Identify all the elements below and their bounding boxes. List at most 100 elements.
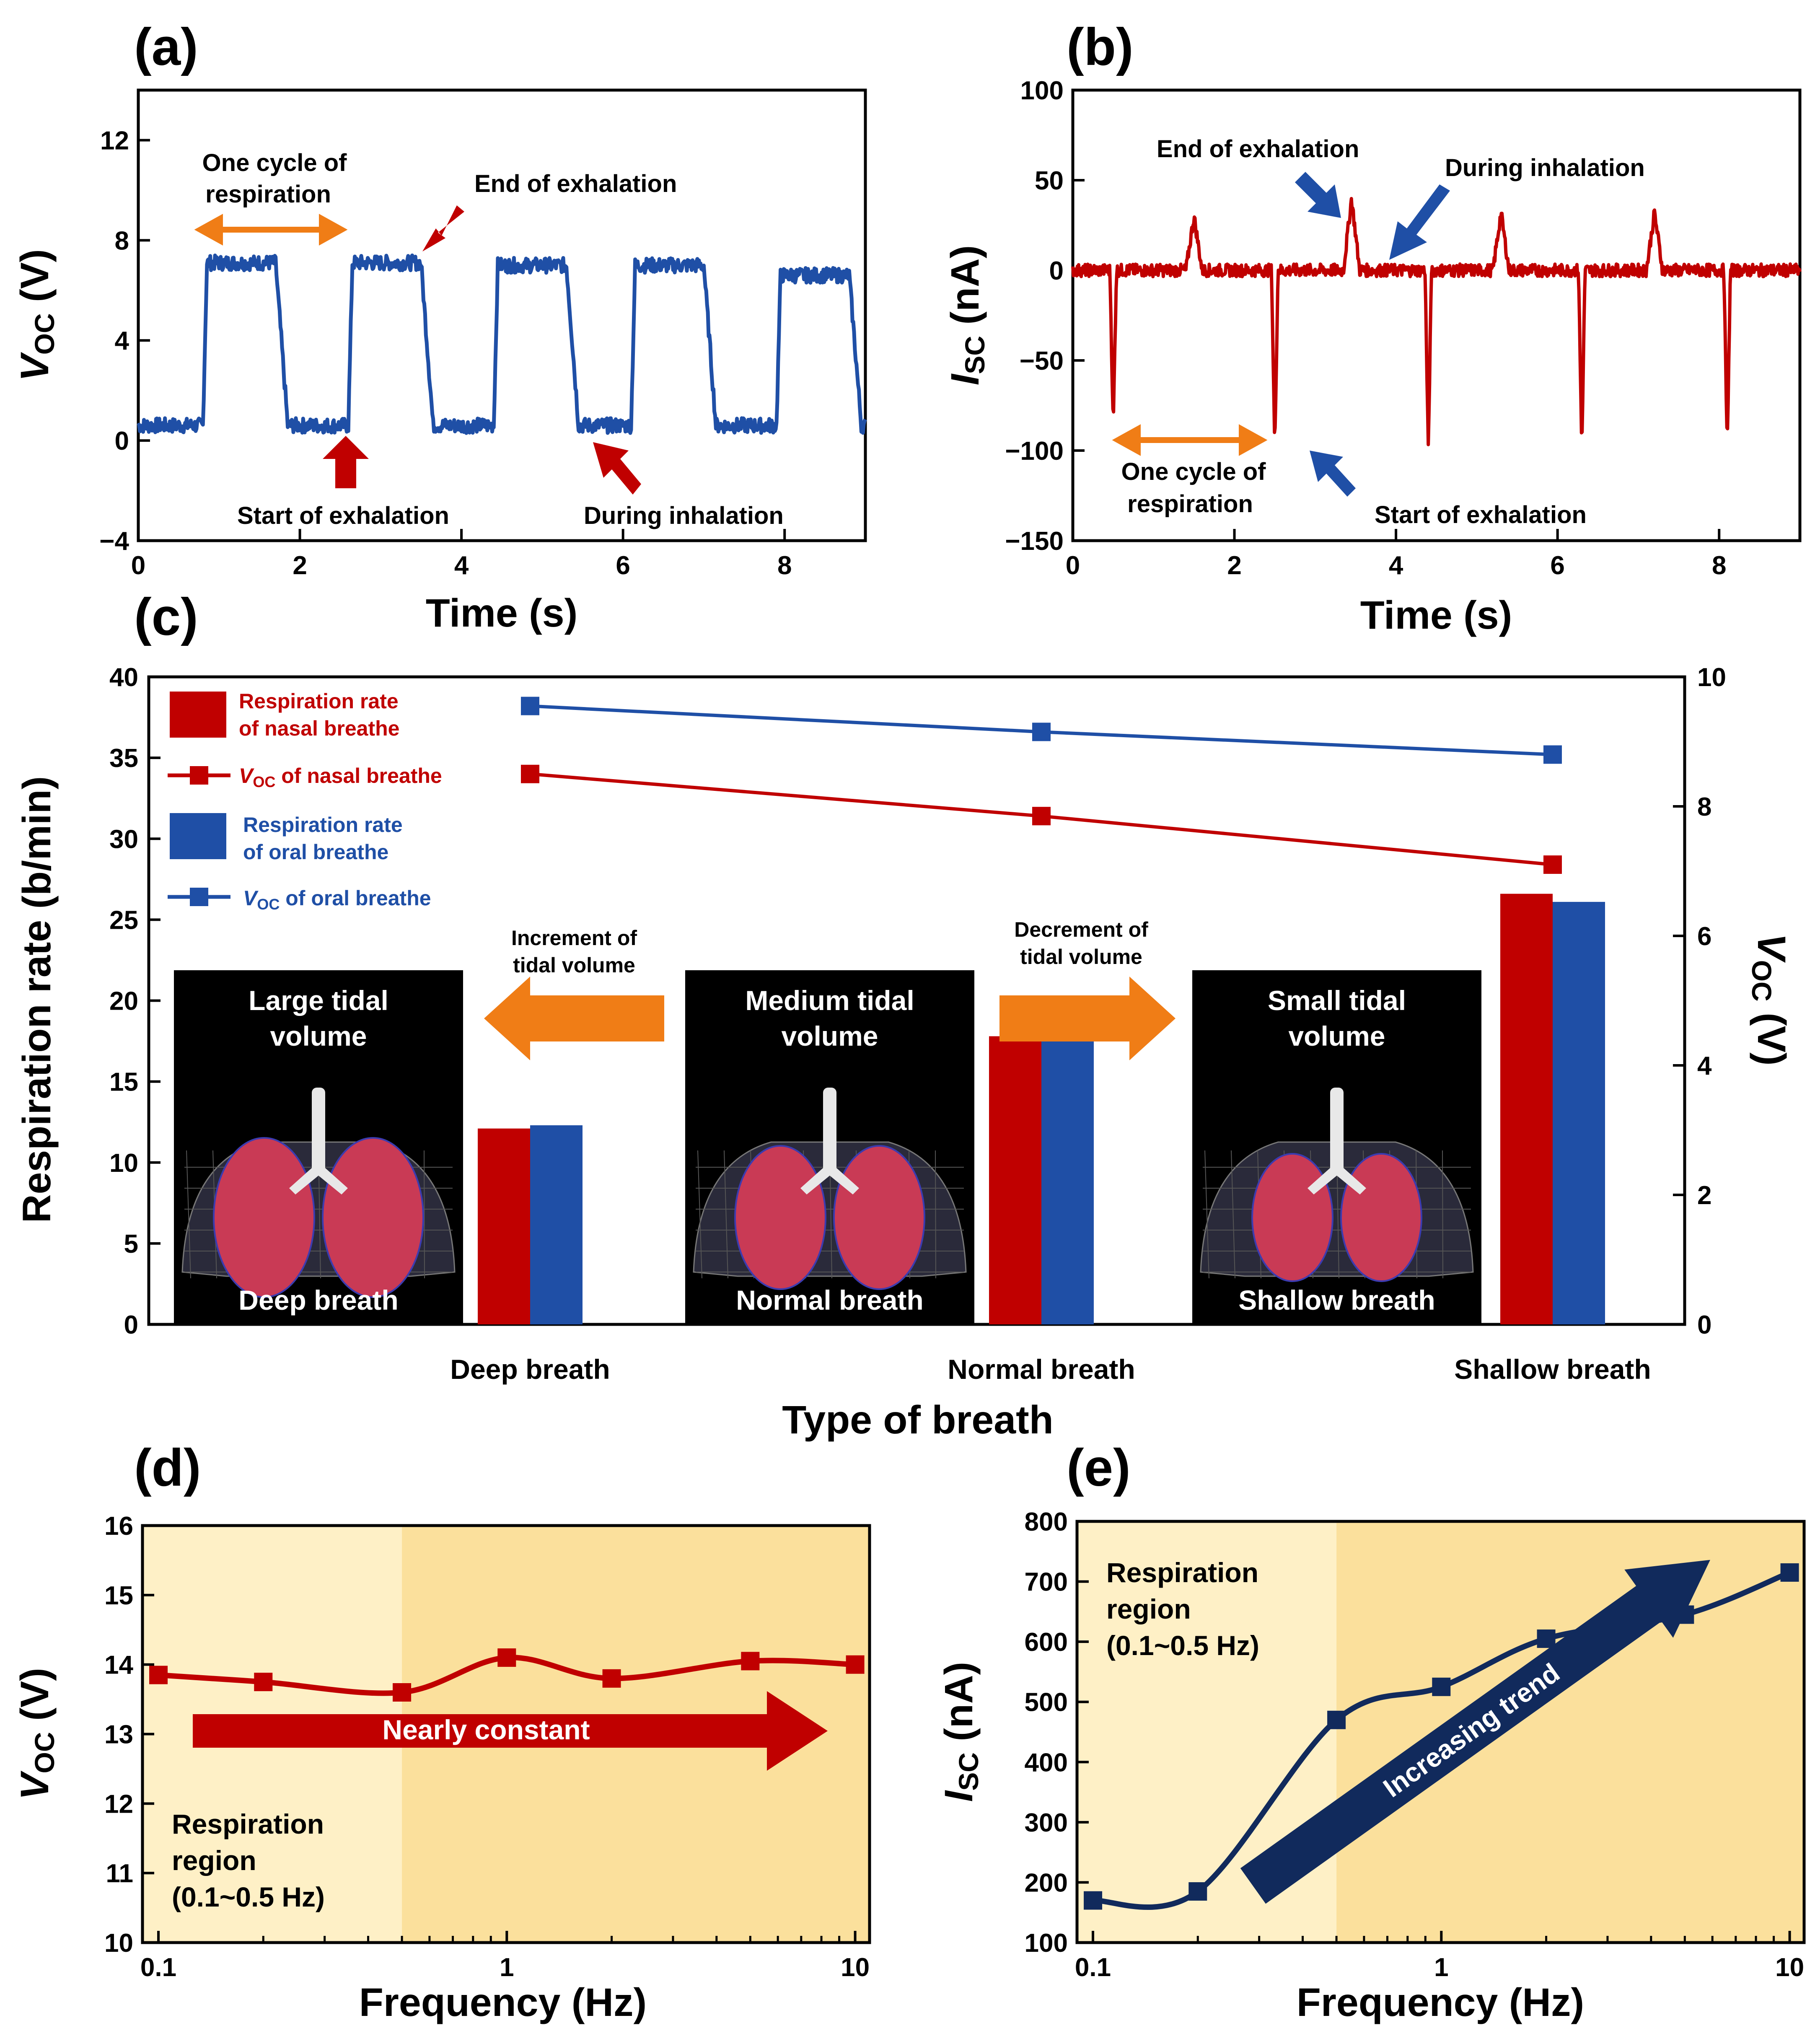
panel-d-xtick-label: 1 [500,1953,514,1982]
panel-b-ytick-label: −50 [1020,347,1064,376]
panel-d-data-point [149,1666,168,1684]
legend-label-nasal-rate-1: Respiration rate [239,689,399,713]
panel-d-data-point [254,1673,273,1692]
left-lung [734,1145,826,1290]
panel-d-ytick-label: 10 [104,1929,133,1958]
legend-label-oral-rate-2: of oral breathe [243,840,388,864]
panel-c-ytick-label: 40 [109,663,138,692]
panel-c-xlabel: Type of breath [782,1398,1053,1442]
panel-c-marker-nasal [1543,855,1562,874]
panel-a-xtick-label: 8 [777,551,792,580]
panel-c-bar-nasal [478,1128,530,1324]
panel-d-xtick-label: 10 [841,1953,870,1982]
increment-label-1: Increment of [511,926,637,950]
panel-d-data-point [602,1669,621,1688]
panel-b-xlabel: Time (s) [1360,593,1512,637]
panel-e-data-point [1537,1629,1556,1648]
panel-b-during-inhalation-arrow [1389,184,1450,260]
panel-e-ytick-label: 600 [1025,1628,1068,1657]
inset-title-1: Medium tidal [745,985,914,1016]
panel-b-ytick-label: −150 [1005,527,1064,556]
panel-c-y2tick-label: 10 [1697,663,1726,692]
panel-c-ytick-label: 25 [109,906,138,935]
panel-b-ytick-label: 100 [1020,76,1064,105]
inset-title-1: Large tidal [249,985,388,1016]
panel-b-end-exhalation-label: End of exhalation [1157,135,1359,163]
panel-c-insets: Large tidal volume Deep breath Medium tidal… [174,970,1481,1324]
panel-e-ytick-label: 400 [1025,1748,1068,1777]
panel-e-ylabel: ISC (nA) [937,1662,984,1802]
inset-caption: Shallow breath [1238,1285,1435,1316]
panel-b-ytick-label: −100 [1005,437,1064,466]
panel-b-xtick-label: 0 [1066,551,1080,580]
panel-c-ytick-label: 20 [109,987,138,1016]
panel-c-ytick-label: 30 [109,825,138,854]
panel-e-ticks: 0.1 1 10 100 200 300 400 500 600 700 800 [1025,1508,1805,1982]
panel-d-region-label-3: (0.1~0.5 Hz) [172,1881,325,1912]
panel-label-d: (d) [134,1439,201,1497]
panel-d-xlabel: Frequency (Hz) [359,1980,647,2025]
panel-c-ytick-label: 35 [109,744,138,773]
panel-e-data-point [1188,1882,1207,1901]
panel-b-start-exhalation-arrow [1310,451,1356,497]
panel-e-points [1084,1563,1799,1910]
legend-label-oral-rate-1: Respiration rate [243,813,403,837]
panel-c-ylabel: Respiration rate (b/min) [15,776,59,1223]
panel-c-bar-nasal [1500,894,1553,1324]
panel-c-y2tick-label: 8 [1697,793,1711,821]
panel-label-a: (a) [134,18,198,76]
torso-mesh-line [1442,1150,1443,1279]
panel-c-marker-nasal [1032,807,1051,826]
panel-e-xtick-label: 10 [1775,1953,1804,1982]
trachea [312,1088,325,1176]
panel-e-data-point [1084,1891,1103,1910]
panel-b-xtick-label: 4 [1389,551,1403,580]
panel-c-bar-oral [530,1125,583,1324]
panel-a-during-inhalation-label: During inhalation [584,502,784,529]
panel-e-region-label-3: (0.1~0.5 Hz) [1106,1630,1259,1661]
panel-b-cycle-label-1: One cycle of [1121,458,1266,485]
panel-a-xtick-label: 6 [616,551,630,580]
panel-b-during-inhalation-label: During inhalation [1445,154,1645,181]
panel-a-cycle-label-1: One cycle of [202,149,347,176]
panel-a-cycle-label-2: respiration [205,181,331,208]
panel-c-ticks: 0 5 10 15 20 25 30 35 40 0 2 4 6 8 10 Deep breath Normal… [109,663,1726,1385]
trachea [1330,1088,1344,1176]
panel-d-region-label-1: Respiration [172,1808,324,1839]
panel-d-region-label-2: region [172,1845,256,1876]
panel-d-ticks: 0.1 1 10 10 11 12 13 14 15 16 [104,1512,870,1982]
legend-label-nasal-rate-2: of nasal breathe [239,717,399,740]
inset-caption: Deep breath [238,1285,398,1316]
panel-e-data-point [1432,1677,1451,1696]
panel-c-marker-oral [1032,723,1051,741]
panel-a-xtick-label: 4 [454,551,469,580]
panel-b-plot-frame [1071,88,1802,542]
panel-label-b: (b) [1067,18,1134,76]
panel-a-voc-series [137,253,867,435]
inset-2: Small tidal volume Shallow breath [1192,970,1481,1324]
panel-a-cycle-arrow [194,214,348,246]
panel-c-y2label: VOC (V) [1746,933,1794,1065]
panel-c-y2tick-label: 6 [1697,922,1711,951]
panel-c-lines [521,697,1562,874]
panel-e-data-point [1327,1710,1346,1729]
panel-a-xlabel: Time (s) [426,591,578,635]
panel-c: (c) Large tidal volume Deep breath Medium t… [15,588,1794,1442]
torso-mesh-line [935,1150,936,1279]
panel-e-plot-area [1077,1521,1804,1943]
torso-mesh-line [186,1150,191,1279]
panel-d-points [149,1648,865,1702]
panel-e-xtick-label: 1 [1434,1953,1448,1982]
panel-a-ytick-label: −4 [99,527,129,556]
panel-b-ytick-label: 50 [1035,166,1064,195]
panel-b-xtick-label: 6 [1550,551,1564,580]
legend-swatch-nasal-rate [170,692,226,738]
panel-d-trend-arrow [193,1691,828,1771]
panel-c-ytick-label: 5 [124,1230,138,1259]
decrement-label-1: Decrement of [1014,918,1148,941]
panel-b-ytick-label: 0 [1049,256,1064,285]
panel-e-data-point [1675,1605,1694,1624]
right-lung [1340,1153,1422,1282]
